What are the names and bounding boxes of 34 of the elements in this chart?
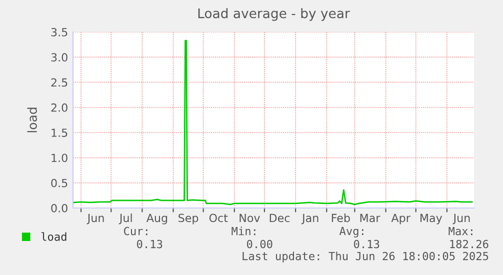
text: Min: (232, 226, 256, 236)
text: 0.13 (354, 240, 380, 248)
y-tick-label: 1.0 (52, 154, 68, 162)
x-tick-label: Jul (118, 214, 132, 224)
x-tick-label: Nov (240, 214, 260, 222)
x-tick-label: Feb (332, 214, 350, 222)
y-axis-title: load (27, 108, 37, 132)
text: 0.00 (246, 240, 272, 248)
x-tick-label: Jan (301, 214, 318, 224)
text: 0.13 (136, 240, 162, 248)
y-tick-label: 0.5 (51, 178, 68, 188)
y-tick-label: 2.0 (51, 103, 68, 112)
legend-label: load (41, 232, 66, 241)
x-tick-label: Jun (452, 214, 470, 224)
x-tick-label: Apr (391, 214, 410, 224)
chart-title: Load average - by year (198, 8, 350, 21)
x-tick-label: Aug (146, 214, 168, 224)
y-tick-label: 0.0 (51, 204, 68, 212)
x-tick-label: Sep (178, 214, 198, 224)
y-tick-label: 1.5 (52, 128, 68, 137)
x-tick-label: May (420, 214, 442, 224)
y-tick-label: 3.5 (51, 28, 68, 36)
x-tick-label: Mar (360, 214, 380, 222)
y-tick-label: 2.5 (51, 78, 68, 87)
text: Max: (448, 226, 472, 236)
text: Cur: (124, 226, 148, 236)
y-tick-label: 3.0 (51, 53, 68, 62)
text: Last update: Thu Jun 26 18:00:05 2025 (242, 252, 488, 262)
text: Avg: (339, 226, 364, 238)
x-tick-label: Dec (270, 214, 290, 222)
x-tick-label: Jun (86, 214, 104, 224)
line-series (73, 40, 473, 206)
x-tick-label: Oct (209, 214, 228, 222)
text: 182.26 (450, 240, 488, 248)
